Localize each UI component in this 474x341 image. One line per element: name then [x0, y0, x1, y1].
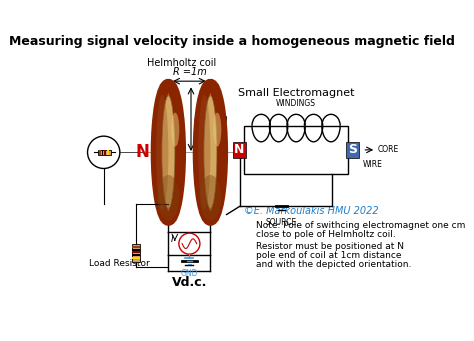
Text: I: I — [171, 235, 173, 244]
Text: pole end of coil at 1cm distance: pole end of coil at 1cm distance — [256, 251, 402, 260]
Text: and with the depicted orientation.: and with the depicted orientation. — [256, 260, 412, 269]
Bar — [233, 142, 246, 158]
Bar — [132, 249, 140, 251]
Ellipse shape — [204, 96, 217, 209]
Text: Load Resistor: Load Resistor — [90, 258, 150, 268]
Ellipse shape — [198, 85, 222, 220]
Text: Measuring signal velocity inside a homogeneous magnetic field: Measuring signal velocity inside a homog… — [9, 35, 455, 48]
Ellipse shape — [156, 94, 168, 210]
Bar — [132, 251, 140, 253]
Bar — [245, 125, 348, 174]
Text: Helmholtz coil: Helmholtz coil — [146, 58, 216, 68]
Bar — [132, 246, 140, 248]
Ellipse shape — [171, 113, 179, 147]
Bar — [132, 257, 140, 259]
Text: GND: GND — [181, 269, 198, 278]
Bar — [107, 150, 109, 155]
Text: N: N — [136, 143, 149, 161]
Text: ©E. Markoulakis HMU 2022: ©E. Markoulakis HMU 2022 — [245, 206, 379, 217]
Bar — [104, 150, 106, 155]
Text: close to pole of Helmholtz coil.: close to pole of Helmholtz coil. — [256, 230, 396, 239]
Text: Vd.c.: Vd.c. — [172, 276, 207, 289]
Text: WINDINGS: WINDINGS — [276, 99, 316, 107]
Bar — [98, 150, 111, 155]
Bar — [99, 150, 101, 155]
Ellipse shape — [198, 94, 210, 210]
Text: CORE: CORE — [378, 145, 399, 154]
Text: Small Electromagnet: Small Electromagnet — [238, 88, 355, 98]
Ellipse shape — [156, 85, 181, 220]
Bar — [102, 150, 103, 155]
Ellipse shape — [213, 113, 221, 147]
Ellipse shape — [157, 175, 179, 220]
Circle shape — [88, 136, 120, 168]
Text: SOURCE: SOURCE — [266, 218, 297, 227]
Text: Resistor must be positioned at N: Resistor must be positioned at N — [256, 242, 404, 251]
Bar — [132, 254, 140, 256]
Text: N: N — [234, 143, 245, 157]
Circle shape — [179, 233, 200, 254]
Text: R =1m: R =1m — [194, 114, 228, 124]
Ellipse shape — [200, 175, 221, 220]
Text: S: S — [348, 143, 357, 157]
Text: Note: Pole of swithcing electromagnet one cm: Note: Pole of swithcing electromagnet on… — [256, 221, 466, 230]
Text: WIRE: WIRE — [363, 160, 382, 169]
Ellipse shape — [162, 96, 175, 209]
Bar — [132, 244, 140, 262]
Text: S: S — [232, 143, 244, 161]
Text: R =1m: R =1m — [173, 67, 206, 77]
Bar — [346, 142, 359, 158]
